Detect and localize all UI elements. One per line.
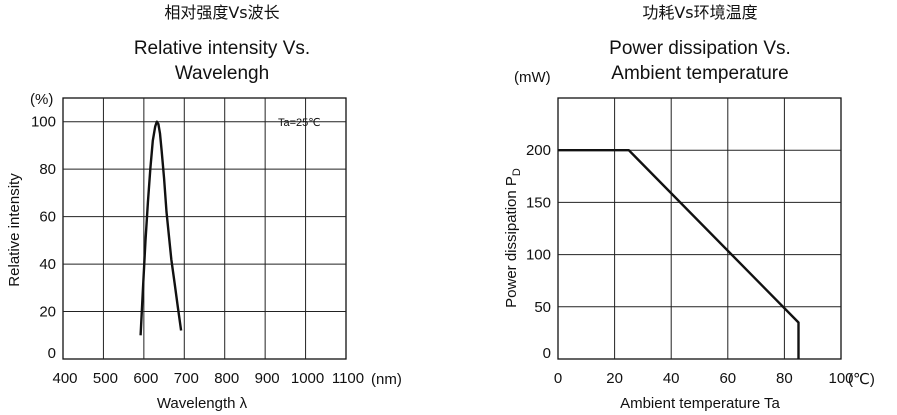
right-y-axis-label-sub: D (511, 168, 523, 176)
left-series-line-0 (139, 120, 183, 336)
left-y-unit: (%) (30, 91, 53, 108)
right-plot-frame (557, 97, 842, 360)
left-grid (62, 97, 347, 360)
right-x-tick-label: 40 (663, 370, 680, 387)
left-plot-frame (62, 97, 347, 360)
left-y-tick-labels: 0 20 40 60 80 100 (31, 114, 56, 362)
left-x-tick-label: 800 (214, 370, 239, 387)
right-y-tick-label: 50 (534, 299, 551, 316)
right-chart-title-line1: Power dissipation Vs. (609, 38, 791, 59)
right-x-axis-label: Ambient temperature Ta (620, 395, 780, 412)
left-x-axis-label: Wavelength λ (157, 395, 248, 412)
right-chart-title-line2: Ambient temperature (611, 63, 788, 84)
left-y-axis-label: Relative intensity (6, 173, 23, 287)
right-series (558, 149, 800, 359)
left-chart-title-line1: Relative intensity Vs. (134, 38, 310, 59)
left-y-tick-label: 20 (39, 304, 56, 321)
left-x-tick-label: 1000 (291, 370, 324, 387)
right-y-axis-label-main: Power dissipation P (503, 176, 520, 308)
left-y-tick-label: 100 (31, 114, 56, 131)
right-x-tick-label: 60 (719, 370, 736, 387)
right-y-tick-label: 100 (526, 247, 551, 264)
left-y-tick-label: 0 (48, 345, 56, 362)
right-y-tick-label: 200 (526, 142, 551, 159)
right-x-tick-label: 100 (828, 370, 853, 387)
left-series (139, 120, 183, 336)
left-y-tick-label: 80 (39, 161, 56, 178)
right-x-tick-label: 80 (776, 370, 793, 387)
left-x-tick-label: 400 (52, 370, 77, 387)
right-grid (557, 97, 842, 360)
right-x-tick-label: 20 (606, 370, 623, 387)
left-x-tick-labels: 400 500 600 700 800 900 1000 1100 (52, 370, 364, 387)
right-series-line-0 (558, 149, 800, 359)
left-x-tick-label: 500 (93, 370, 118, 387)
right-y-unit: (mW) (514, 69, 551, 86)
left-x-tick-label: 700 (174, 370, 199, 387)
right-y-tick-labels: 0 50 100 150 200 (526, 142, 551, 362)
power-dissipation-chart: 功耗Vs环境温度 Power dissipation Vs. Ambient t… (503, 3, 875, 412)
right-chart-title-cn: 功耗Vs环境温度 (642, 3, 757, 22)
right-x-unit: (℃) (848, 371, 875, 388)
right-x-tick-label: 0 (554, 370, 562, 387)
left-chart-title-cn: 相对强度Vs波长 (164, 3, 279, 22)
left-x-tick-label: 1100 (332, 370, 364, 387)
left-x-tick-label: 600 (133, 370, 158, 387)
right-y-tick-label: 150 (526, 194, 551, 211)
left-x-unit: (nm) (371, 371, 402, 388)
left-chart-title-line2: Wavelengh (175, 63, 269, 84)
right-x-tick-labels: 0 20 40 60 80 100 (554, 370, 854, 387)
right-y-axis-label: Power dissipation PD (503, 168, 523, 308)
left-annotation: Ta=25℃ (278, 117, 321, 129)
left-y-tick-label: 60 (39, 209, 56, 226)
left-y-tick-label: 40 (39, 256, 56, 273)
relative-intensity-chart: 相对强度Vs波长 Relative intensity Vs. Waveleng… (6, 3, 402, 412)
right-y-tick-label: 0 (543, 345, 551, 362)
left-x-tick-label: 900 (255, 370, 280, 387)
